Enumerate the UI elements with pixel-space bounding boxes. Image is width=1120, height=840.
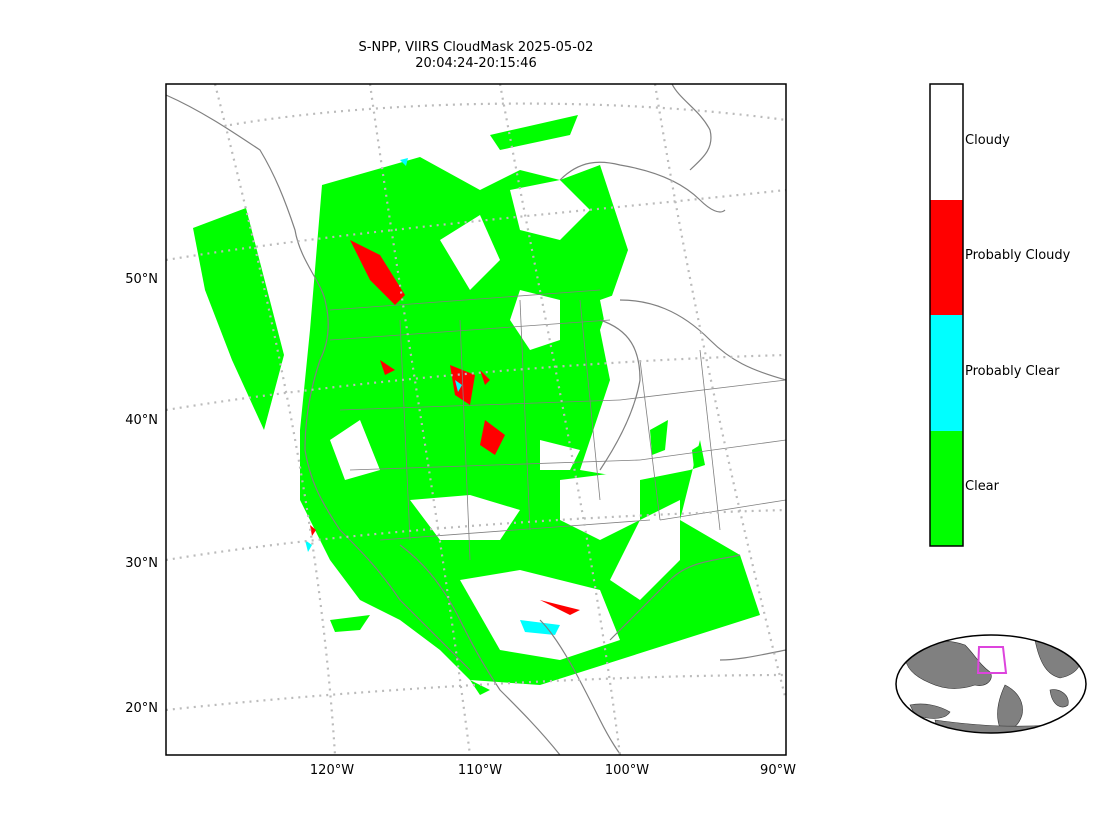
world-globe-icon: [895, 634, 1087, 734]
map-title-line2: 20:04:24-20:15:46: [415, 56, 537, 71]
state-borders: [329, 289, 786, 561]
coastlines: [166, 84, 786, 755]
swath-north: [490, 115, 578, 150]
gridlines: [166, 84, 786, 755]
colorbar-probably-clear-segment: [930, 315, 963, 431]
lon-label-100w: 100°W: [604, 763, 650, 778]
lat-label-40: 40°N: [125, 413, 158, 428]
colorbar-clear-segment: [930, 431, 963, 546]
map-title-line1: S-NPP, VIIRS CloudMask 2025-05-02: [358, 40, 594, 55]
colorbar-frame: [929, 83, 964, 547]
swath-west: [193, 208, 284, 430]
colorbar-label-cloudy: Cloudy: [965, 133, 1010, 148]
colorbar-probably-cloudy-segment: [930, 200, 963, 315]
colorbar: [929, 83, 964, 547]
colorbar-label-probably-cloudy: Probably Cloudy: [965, 248, 1071, 263]
lon-label-110w: 110°W: [457, 763, 503, 778]
colorbar-cloudy-segment: [930, 84, 963, 200]
lat-label-30: 30°N: [125, 556, 158, 571]
lat-label-50: 50°N: [125, 272, 158, 287]
colorbar-label-probably-clear: Probably Clear: [965, 364, 1060, 379]
clear-fragments: [330, 420, 700, 695]
map-area: [166, 84, 786, 755]
map-frame: [165, 83, 787, 756]
lat-label-20: 20°N: [125, 701, 158, 716]
lon-label-90w: 90°W: [760, 763, 796, 778]
colorbar-label-clear: Clear: [965, 479, 999, 494]
lon-label-120w: 120°W: [309, 763, 355, 778]
